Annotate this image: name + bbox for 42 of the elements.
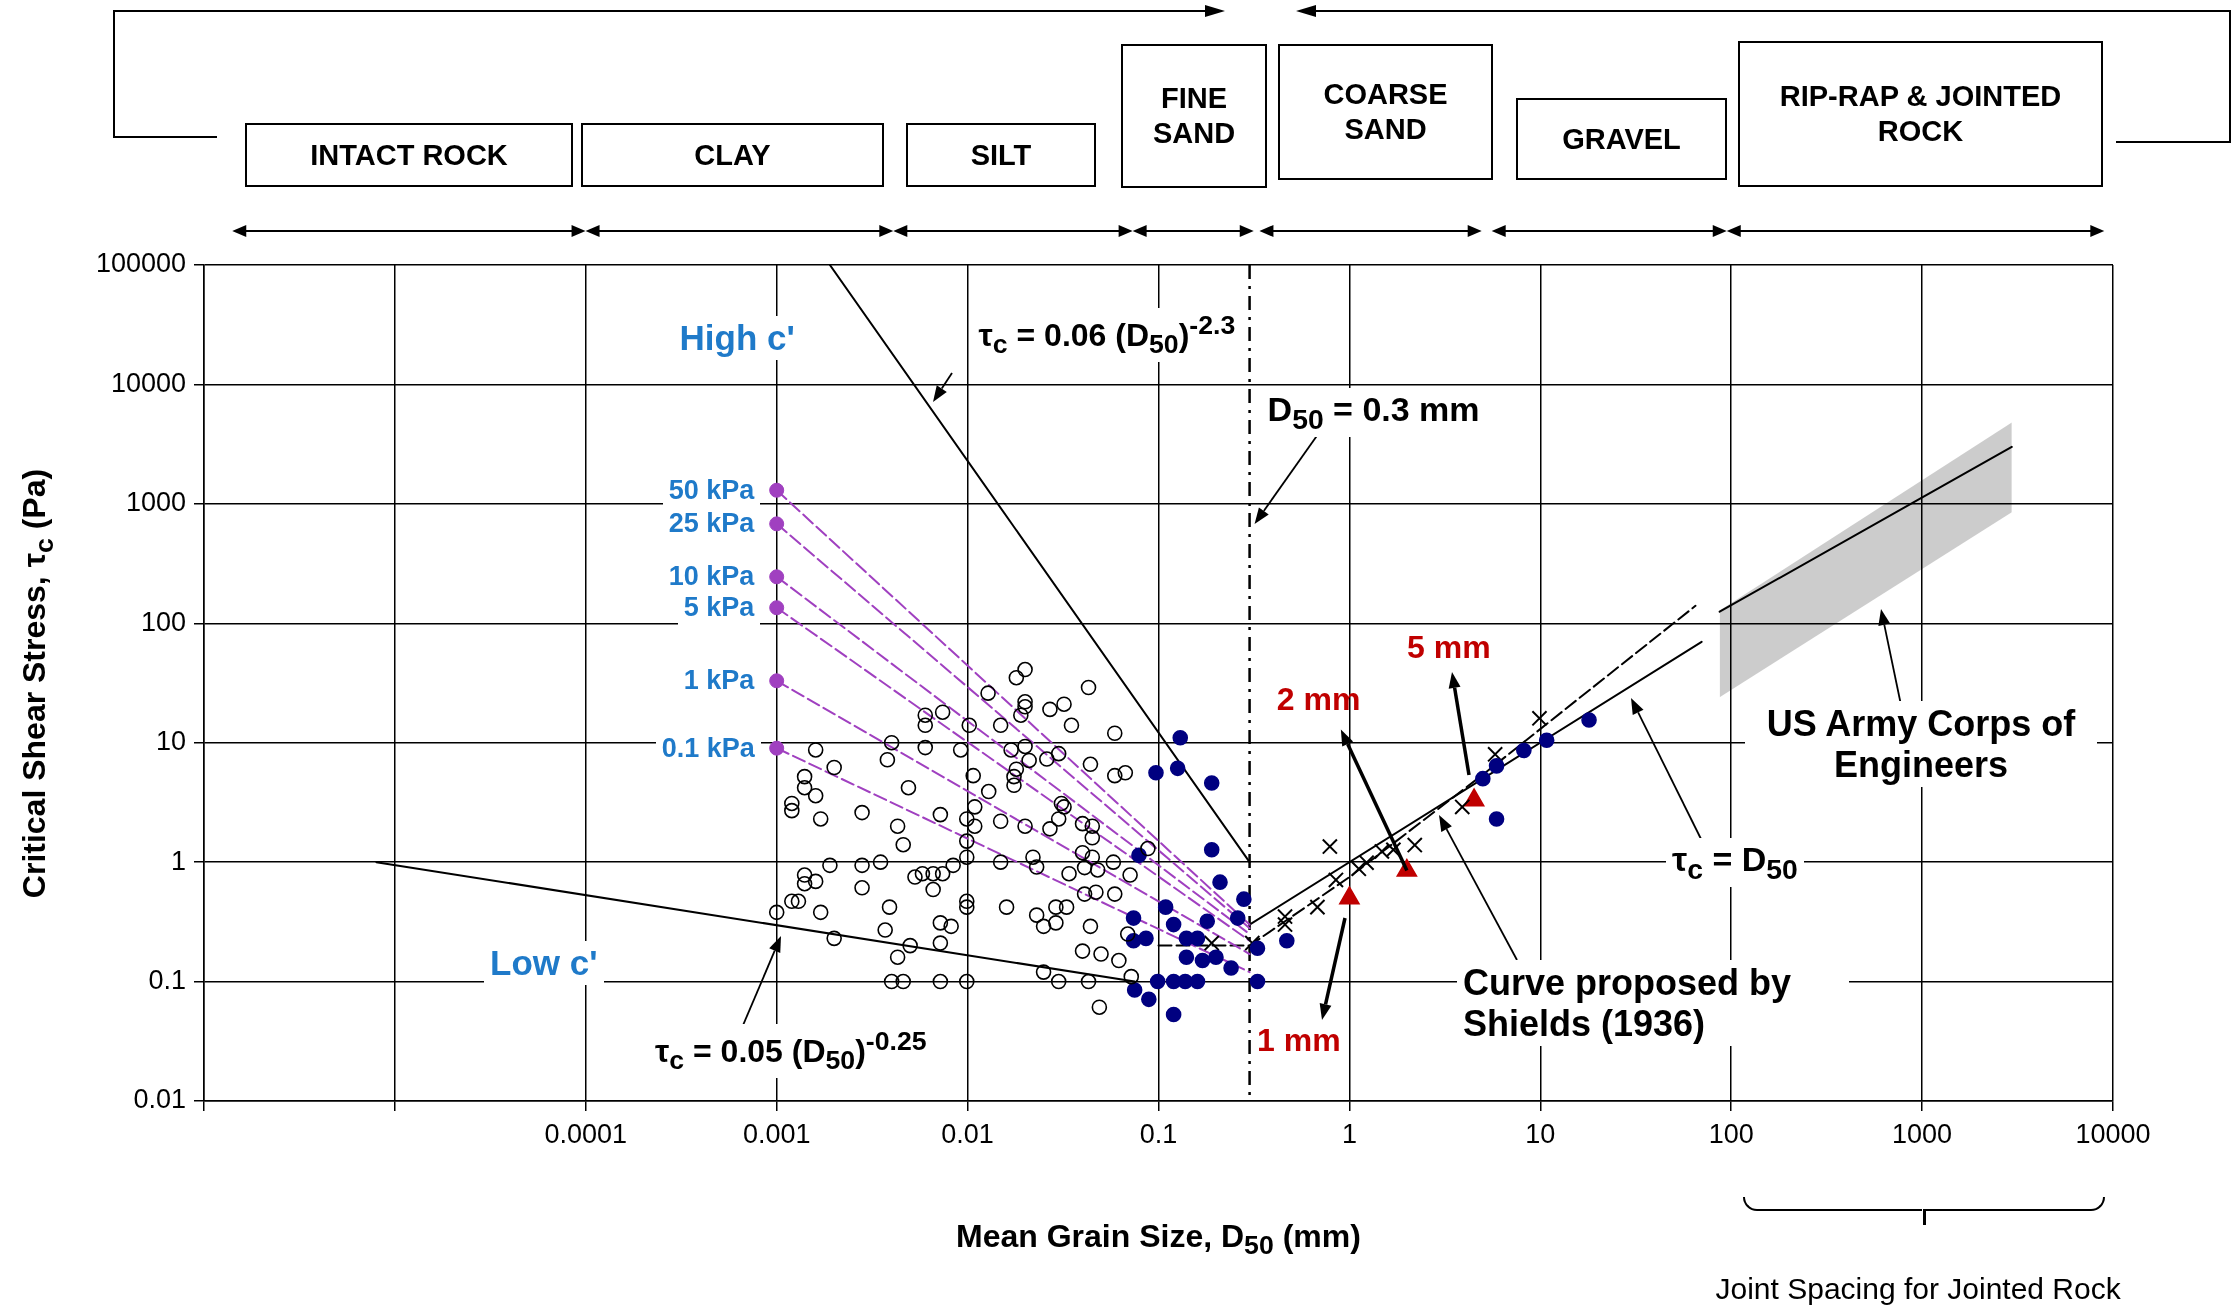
x-axis-title: Mean Grain Size, D$_{50}$ (mm) (956, 1217, 1361, 1261)
y-tick-label: 1000 (125, 487, 186, 518)
series-label: 50 kPa (662, 472, 761, 508)
annotation: 1 mm (1257, 1021, 1341, 1059)
x-tick-label: 100 (1708, 1118, 1754, 1149)
annotation: Low c' (484, 941, 604, 986)
text: COARSE SAND (1278, 44, 1493, 180)
y-tick-label: 100 (140, 606, 186, 637)
y-tick-label: 100000 (95, 248, 186, 279)
series-label: 5 kPa (677, 590, 761, 626)
x-tick-label: 0.0001 (544, 1118, 628, 1149)
x-tick-label: 10 (1525, 1118, 1556, 1149)
annotation: High c' (673, 316, 801, 361)
series-label: 10 kPa (668, 561, 755, 592)
annotation: τ$_{c}$ = D$_{50}$ (1666, 837, 1804, 887)
text: SILT (906, 123, 1096, 187)
text: CLAY (581, 123, 884, 187)
series-label: 25 kPa (662, 506, 761, 542)
x-tick-label: 1 (1341, 1118, 1357, 1149)
annotation: τ$_{c}$ = 0.06 (D$_{50}$)$^{-2.3}$ (972, 308, 1242, 362)
ref-line-label: D$_{50}$ = 0.3 mm (1261, 387, 1486, 437)
series-label: 0.1 kPa (655, 730, 761, 766)
series-label: 1 kPa (677, 663, 761, 699)
y-tick-label: 0.1 (148, 965, 186, 996)
x-tick-label: 0.001 (742, 1118, 811, 1149)
y-tick-label: 10 (155, 726, 186, 757)
y-tick-label: 10000 (110, 367, 186, 398)
x-tick-label: 10000 (2075, 1118, 2151, 1149)
text: Joint Spacing for Jointed Rock (1715, 1271, 2121, 1306)
text: INTACT ROCK (245, 123, 573, 187)
text: GRAVEL (1516, 98, 1727, 180)
y-tick-label: 1 (170, 845, 186, 876)
annotation: Curve proposed by Shields (1936) (1457, 959, 1849, 1047)
x-tick-label: 0.1 (1139, 1118, 1178, 1149)
x-tick-label: 0.01 (941, 1118, 994, 1149)
annotation: 5 mm (1407, 628, 1491, 666)
annotation: τ$_{c}$ = 0.05 (D$_{50}$)$^{-0.25}$ (649, 1024, 933, 1078)
x-tick-label: 1000 (1892, 1118, 1953, 1149)
y-tick-label: 0.01 (133, 1084, 186, 1115)
text: FINE SAND (1121, 44, 1267, 188)
text: RIP-RAP & JOINTED ROCK (1738, 41, 2103, 187)
annotation: US Army Corps of Engineers (1745, 700, 2097, 788)
